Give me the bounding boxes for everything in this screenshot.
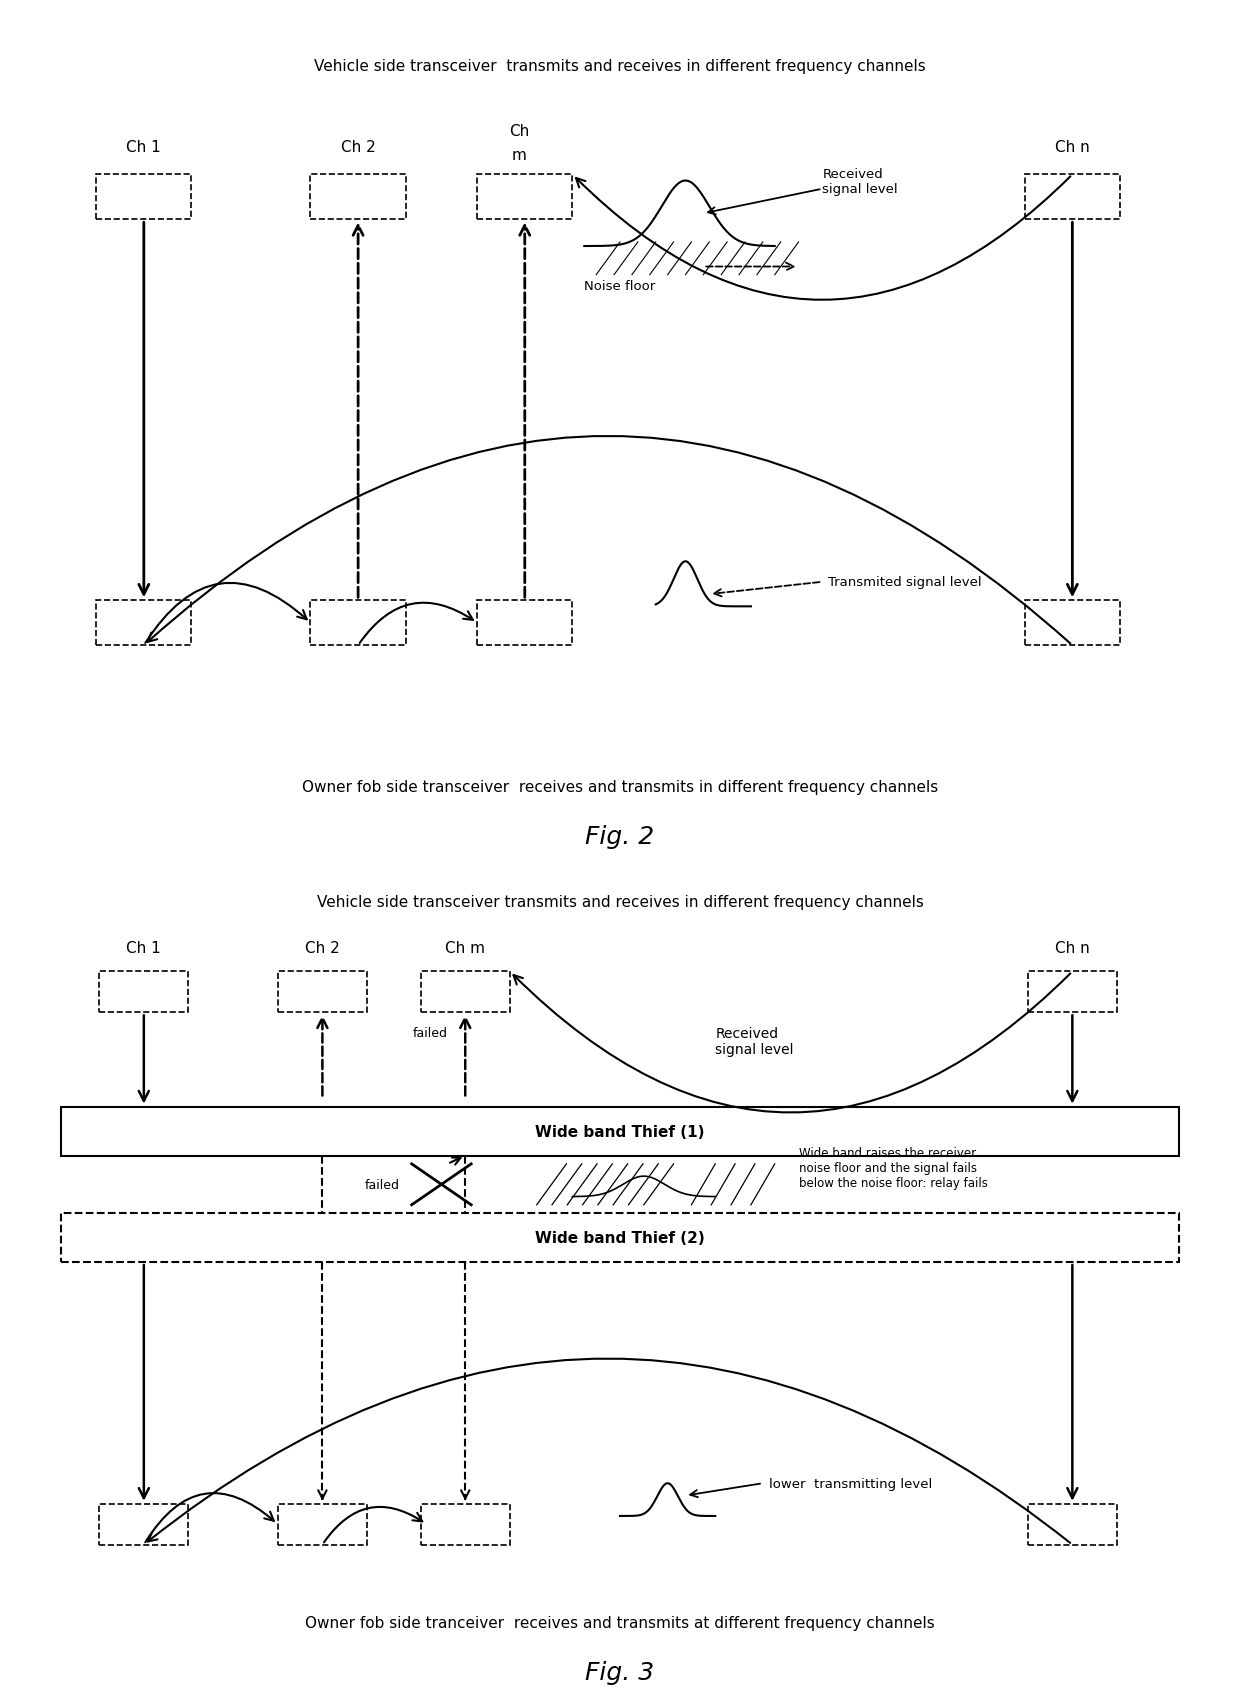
- Bar: [99, 1504, 188, 1545]
- Text: Ch n: Ch n: [1055, 140, 1090, 155]
- Text: Transmited signal level: Transmited signal level: [828, 576, 982, 588]
- Bar: [61, 1214, 1179, 1262]
- Bar: [99, 972, 188, 1013]
- Text: Ch: Ch: [508, 123, 529, 138]
- Bar: [1028, 1504, 1117, 1545]
- Bar: [477, 600, 573, 646]
- Text: Wide band Thief (1): Wide band Thief (1): [536, 1124, 704, 1139]
- Text: Owner fob side tranceiver  receives and transmits at different frequency channel: Owner fob side tranceiver receives and t…: [305, 1615, 935, 1630]
- Bar: [310, 176, 405, 220]
- Bar: [97, 600, 191, 646]
- Text: lower  transmitting level: lower transmitting level: [769, 1477, 932, 1490]
- Text: Received
signal level: Received signal level: [822, 167, 898, 196]
- Text: m: m: [511, 148, 526, 164]
- Text: failed: failed: [365, 1178, 399, 1192]
- Bar: [420, 1504, 510, 1545]
- Text: Ch 2: Ch 2: [341, 140, 376, 155]
- Text: Fig. 2: Fig. 2: [585, 824, 655, 847]
- Text: Ch m: Ch m: [445, 941, 485, 955]
- Text: failed: failed: [413, 1026, 448, 1040]
- Bar: [278, 1504, 367, 1545]
- Text: Ch 2: Ch 2: [305, 941, 340, 955]
- Text: Owner fob side transceiver  receives and transmits in different frequency channe: Owner fob side transceiver receives and …: [301, 779, 939, 795]
- Text: Ch 1: Ch 1: [126, 941, 161, 955]
- Text: Vehicle side transceiver  transmits and receives in different frequency channels: Vehicle side transceiver transmits and r…: [314, 58, 926, 73]
- Text: Vehicle side transceiver transmits and receives in different frequency channels: Vehicle side transceiver transmits and r…: [316, 893, 924, 909]
- Text: Received
signal level: Received signal level: [715, 1026, 794, 1057]
- Text: Wide band Thief (2): Wide band Thief (2): [536, 1231, 704, 1245]
- Bar: [310, 600, 405, 646]
- Text: Fig. 3: Fig. 3: [585, 1659, 655, 1683]
- Bar: [477, 176, 573, 220]
- Bar: [1024, 600, 1120, 646]
- Text: Ch n: Ch n: [1055, 941, 1090, 955]
- Bar: [1028, 972, 1117, 1013]
- Bar: [1024, 176, 1120, 220]
- Bar: [420, 972, 510, 1013]
- Bar: [97, 176, 191, 220]
- Text: Wide band raises the receiver
noise floor and the signal fails
below the noise f: Wide band raises the receiver noise floo…: [799, 1147, 987, 1190]
- Bar: [278, 972, 367, 1013]
- Bar: [61, 1107, 1179, 1156]
- Text: Noise floor: Noise floor: [584, 280, 656, 293]
- Text: Ch 1: Ch 1: [126, 140, 161, 155]
